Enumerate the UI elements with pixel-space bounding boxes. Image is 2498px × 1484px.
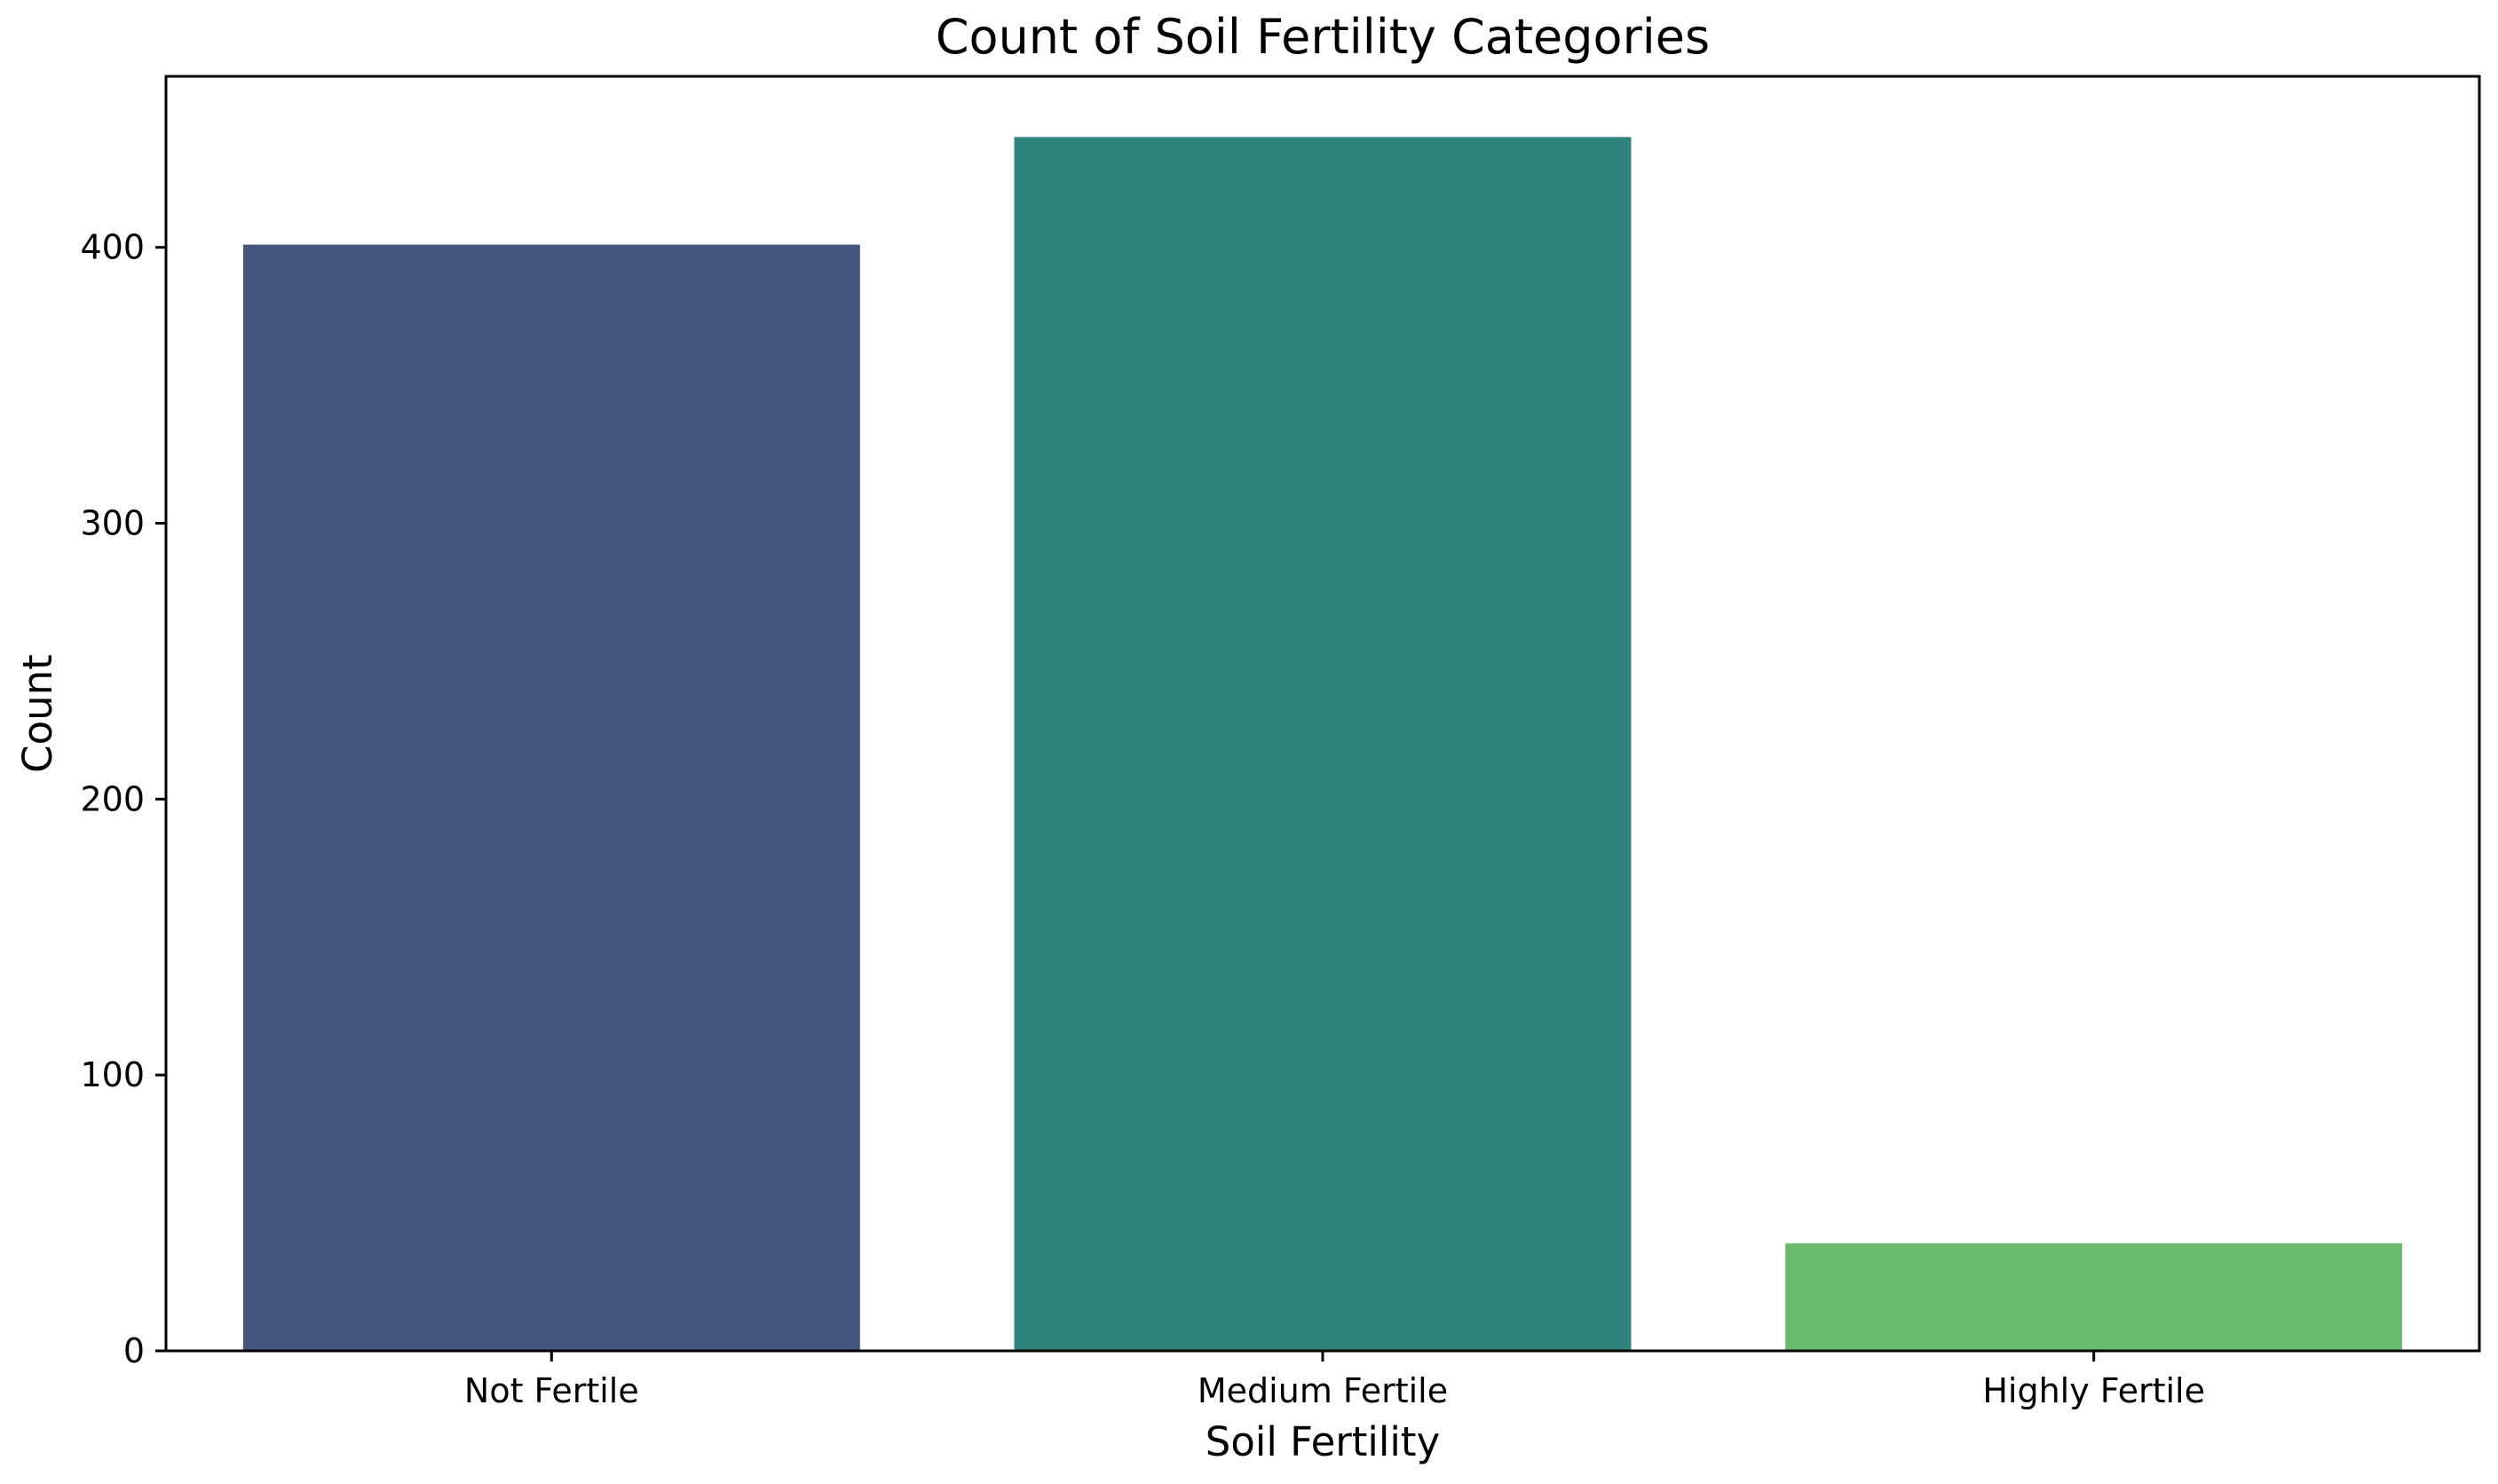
y-tick-label: 200 [80,779,145,818]
x-tick-label: Not Fertile [464,1371,639,1410]
bars-layer [242,137,2403,1351]
y-tick-label: 300 [80,504,145,543]
y-tick-label: 400 [80,228,145,267]
y-tick-label: 100 [80,1055,145,1094]
y-axis-label: Count [14,654,61,773]
bar-not-fertile [242,244,860,1351]
chart-title: Count of Soil Fertility Categories [936,9,1710,65]
bar-medium-fertile [1014,137,1632,1351]
y-tick-label: 0 [123,1331,145,1370]
x-tick-label: Medium Fertile [1198,1371,1448,1410]
x-tick-label: Highly Fertile [1982,1371,2205,1410]
x-axis-label: Soil Fertility [1206,1418,1440,1465]
x-axis-ticks: Not Fertile Medium Fertile Highly Fertile [464,1351,2205,1410]
y-axis-ticks: 0 100 200 300 400 [80,228,166,1370]
bar-highly-fertile [1785,1243,2403,1351]
plot-frame [164,75,2481,1353]
